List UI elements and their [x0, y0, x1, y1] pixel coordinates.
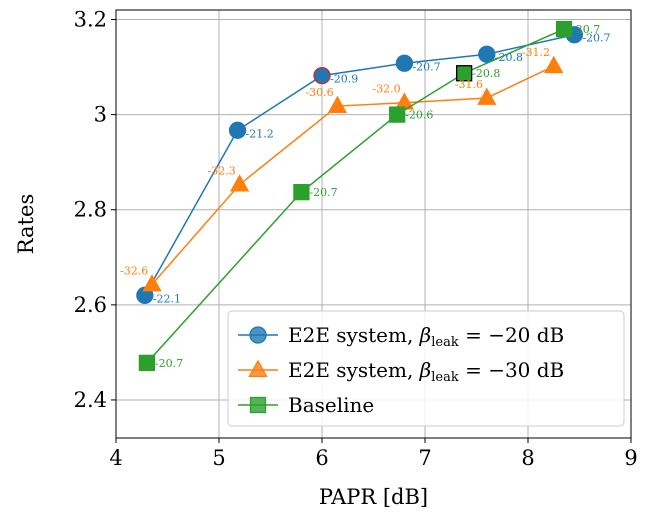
legend-marker-e2e30: [248, 359, 268, 377]
legend-label-e2e30: E2E system, βleak = −30 dB: [288, 358, 564, 385]
legend-marker-e2e20: [249, 326, 267, 344]
x-tick-label: 9: [624, 446, 637, 470]
legend-label-base: Baseline: [288, 393, 374, 417]
data-label-base: -20.8: [472, 67, 500, 80]
annotations: -22.1 -21.2 -20.9 -20.7 -20.8 -20.7 -32.6 -32.3…: [120, 23, 611, 370]
x-tick-label: 5: [212, 446, 225, 470]
x-tick-label: 8: [521, 446, 534, 470]
series-line-e2e20: [144, 33, 575, 296]
legend-marker-base: [249, 396, 267, 414]
data-label-base: -20.7: [155, 357, 183, 370]
y-axis-label: Rates: [14, 194, 38, 254]
data-label-e2e30: -32.6: [120, 264, 148, 277]
data-point-e2e20: [313, 66, 331, 85]
data-point-e2e30: [327, 95, 348, 114]
data-point-base: [293, 183, 310, 201]
data-label-e2e30: -32.3: [208, 165, 236, 178]
data-point-e2e30: [229, 174, 250, 192]
data-point-base: [555, 20, 573, 38]
data-label-e2e20: -20.9: [330, 73, 358, 86]
data-label-base: -20.6: [405, 109, 433, 122]
legend-label-e2e20: E2E system, βleak = −20 dB: [288, 323, 564, 350]
data-point-e2e30: [477, 87, 497, 105]
x-tick-label: 7: [418, 446, 431, 470]
y-tick-label: 3.2: [74, 8, 107, 32]
y-tick-label: 2.8: [74, 198, 107, 222]
data-point-e2e30: [544, 55, 564, 74]
data-point-base: [389, 106, 406, 123]
data-label-e2e20: -20.8: [495, 51, 523, 64]
data-label-e2e20: -22.1: [153, 292, 181, 305]
legend: E2E system, βleak = −20 dB E2E system, βl…: [227, 310, 625, 427]
ticks: 4 5 6 7 8 9 2.4 2.6 2.8 3 3.2: [74, 8, 638, 470]
data-label-e2e30: -31.2: [522, 46, 550, 59]
x-axis-label: PAPR [dB]: [319, 485, 428, 509]
data-point-e2e20: [395, 54, 414, 72]
legend-box: [227, 310, 625, 427]
series-e2e30: [142, 55, 564, 292]
y-tick-label: 2.4: [74, 388, 107, 412]
data-point-e2e20: [228, 121, 247, 139]
x-tick-label: 6: [315, 446, 328, 470]
data-point-base: [455, 65, 473, 82]
series-layer: [136, 20, 583, 372]
data-label-base: -20.7: [572, 23, 600, 36]
plot-frame: [115, 9, 632, 439]
data-label-base: -20.7: [309, 186, 337, 199]
data-label-e2e30: -31.6: [455, 78, 483, 91]
data-point-e2e20: [478, 45, 496, 63]
data-label-e2e30: -32.0: [372, 83, 400, 96]
series-line-e2e30: [151, 65, 555, 285]
x-tick-label: 4: [109, 446, 122, 470]
data-label-e2e20: -20.7: [582, 32, 610, 45]
data-label-e2e20: -21.2: [246, 127, 274, 140]
series-base: [138, 20, 573, 372]
data-point-base: [138, 354, 156, 372]
data-point-e2e30: [142, 274, 162, 292]
data-label-e2e30: -30.6: [305, 86, 333, 99]
series-e2e20: [136, 26, 583, 304]
y-tick-label: 2.6: [74, 293, 107, 317]
y-tick-label: 3: [94, 103, 107, 127]
data-label-e2e20: -20.7: [412, 60, 440, 73]
